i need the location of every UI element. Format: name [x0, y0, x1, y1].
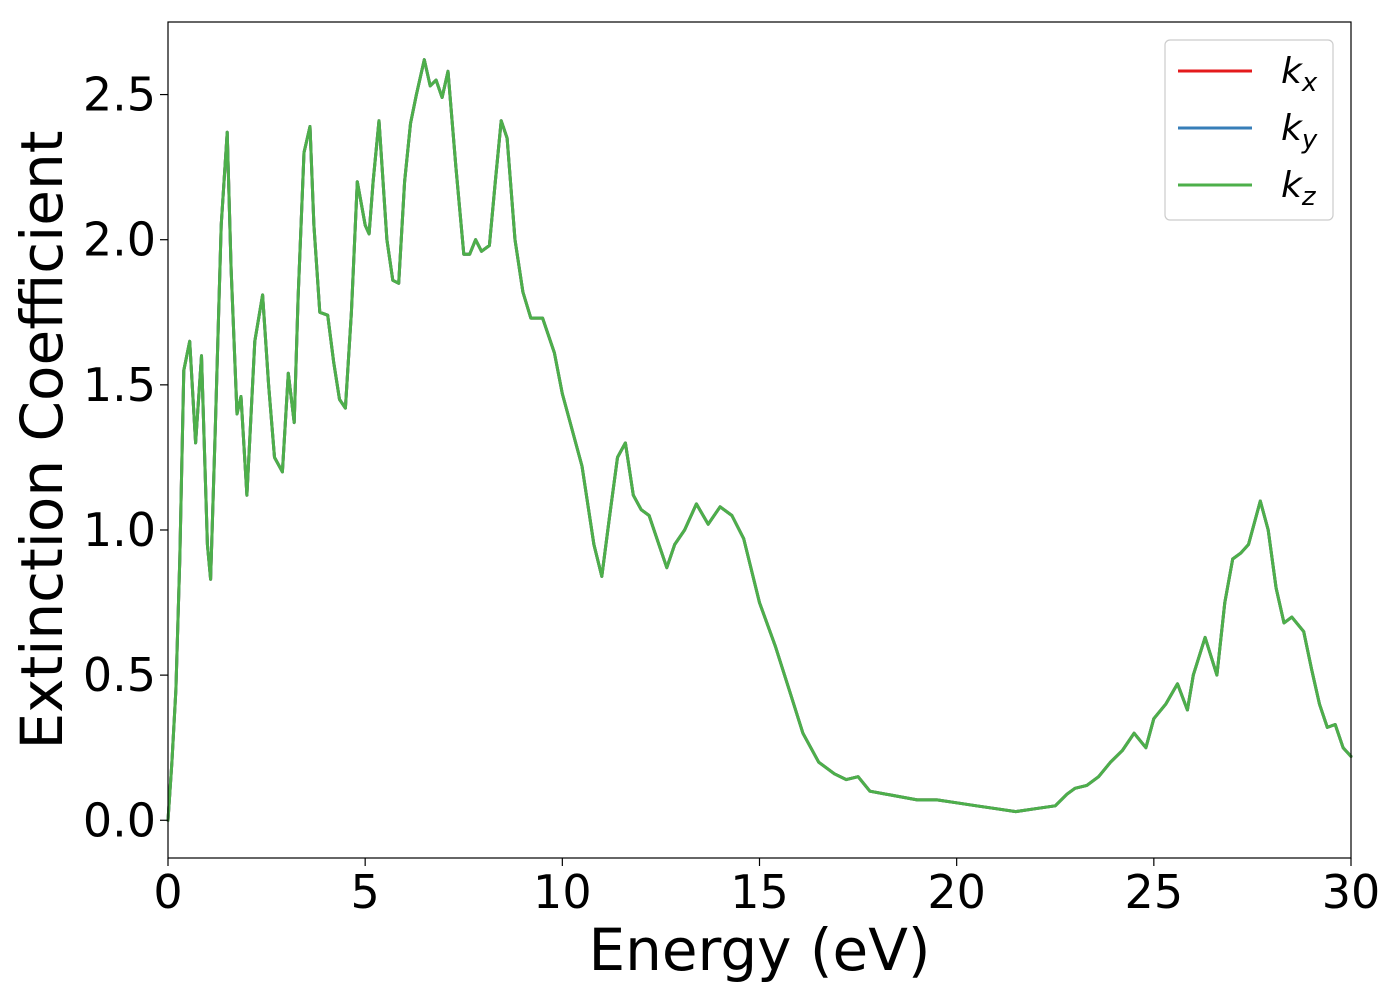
legend-label-z: kz — [1281, 165, 1317, 212]
legend-box — [1164, 39, 1334, 221]
y-tick-label: 2.0 — [83, 213, 156, 267]
y-axis-ticks: 0.0 0.5 1.0 1.5 2.0 2.5 — [83, 68, 168, 847]
x-axis-label: Energy (eV) — [588, 916, 930, 984]
x-tick-label: 10 — [533, 865, 592, 919]
legend-label-y: ky — [1281, 108, 1318, 155]
y-tick-label: 0.5 — [83, 648, 156, 702]
x-tick-label: 25 — [1125, 865, 1184, 919]
y-tick-label: 1.0 — [83, 503, 156, 557]
y-tick-label: 1.5 — [83, 358, 156, 412]
series-layer — [166, 58, 1353, 822]
y-tick-label: 2.5 — [83, 68, 156, 122]
series-line-z — [166, 58, 1353, 822]
x-tick-label: 0 — [153, 865, 182, 919]
x-tick-label: 5 — [351, 865, 380, 919]
y-axis-label: Extinction Coefficient — [8, 131, 76, 750]
legend: kx ky kz — [1164, 39, 1334, 221]
x-tick-label: 15 — [730, 865, 789, 919]
x-tick-label: 30 — [1322, 865, 1381, 919]
legend-label-x: kx — [1281, 51, 1318, 98]
x-axis-ticks: 0 5 10 15 20 25 30 — [153, 858, 1380, 919]
y-tick-label: 0.0 — [83, 793, 156, 847]
x-tick-label: 20 — [927, 865, 986, 919]
